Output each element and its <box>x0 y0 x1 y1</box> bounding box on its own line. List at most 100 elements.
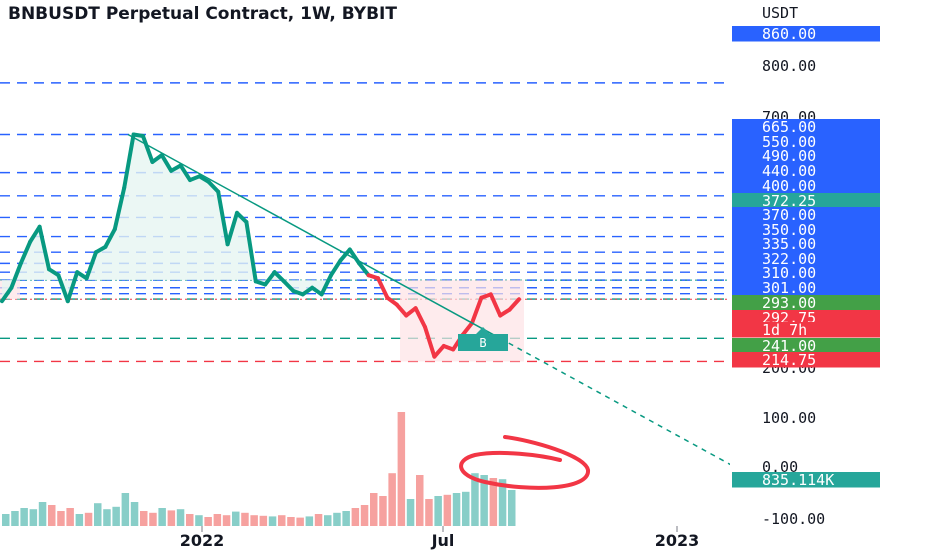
volume-bar <box>268 516 277 526</box>
price-tag <box>732 310 880 326</box>
price-tag-label: 370.00 <box>762 206 816 224</box>
price-tag <box>732 148 880 164</box>
x-tick-label: 2023 <box>655 531 700 550</box>
volume-bar <box>112 506 120 526</box>
volume-bar <box>241 512 249 526</box>
price-line-segment <box>488 292 503 318</box>
price-line-segment <box>338 247 352 263</box>
price-line-segment <box>394 302 409 318</box>
volume-bar <box>462 491 470 526</box>
volume-bar <box>29 509 38 526</box>
volume-bar <box>443 494 452 526</box>
price-tag-label: 350.00 <box>762 221 816 239</box>
volume-bar <box>480 475 488 526</box>
price-tag-label: 400.00 <box>762 177 816 195</box>
price-line-segment <box>141 134 155 164</box>
x-tick-label: Jul <box>431 531 455 550</box>
price-line-segment <box>9 261 23 290</box>
buy-marker-label: B <box>479 336 486 350</box>
price-tag <box>732 265 880 281</box>
price-tag-label: 490.00 <box>762 147 816 165</box>
price-line-segment <box>460 321 474 338</box>
price-tag <box>732 163 880 179</box>
volume-bar <box>222 515 231 526</box>
price-tag <box>732 295 880 311</box>
price-line-segment <box>244 220 258 284</box>
volume-bar <box>324 515 332 526</box>
volume-bar <box>167 510 176 526</box>
volume-bar <box>140 511 148 526</box>
volume-bar <box>232 511 240 526</box>
price-tag-label: 335.00 <box>762 235 816 253</box>
volume-bar <box>305 516 314 526</box>
price-line-segment <box>37 224 51 272</box>
price-tag-label: 1d 7h <box>762 321 807 339</box>
volume-bar <box>342 511 350 526</box>
trend-line-extension <box>499 337 733 467</box>
volume-bar <box>20 508 28 526</box>
price-tag <box>732 472 880 488</box>
volume-bar <box>351 508 360 526</box>
price-tag <box>732 26 880 42</box>
chart-title: BNBUSDT Perpetual Contract, 1W, BYBIT <box>8 4 397 24</box>
axis-tick-label: 0.00 <box>762 458 798 476</box>
area-fill <box>2 134 331 302</box>
volume-bar <box>186 514 194 526</box>
volume-bar <box>75 514 84 526</box>
volume-bar <box>66 508 74 526</box>
volume-bar <box>333 512 341 526</box>
price-tag <box>732 338 880 354</box>
price-tag-label: 293.00 <box>762 294 816 312</box>
buy-marker <box>458 327 508 351</box>
volume-bar <box>38 502 47 526</box>
volume-bar <box>434 496 442 526</box>
price-line-segment <box>18 239 33 266</box>
volume-bar <box>213 514 222 526</box>
price-tag <box>732 322 880 338</box>
volume-bar <box>204 517 212 526</box>
price-line-segment <box>357 261 371 278</box>
price-line-segment <box>84 250 98 281</box>
price-line-segment <box>376 276 390 300</box>
price-line-segment <box>470 295 484 326</box>
price-line-segment <box>103 227 117 249</box>
axis-tick-label: -100.00 <box>762 510 825 528</box>
price-line-segment <box>178 163 192 183</box>
volume-bar <box>397 412 406 526</box>
price-line-segment <box>329 258 343 278</box>
volume-bar <box>2 514 10 526</box>
price-line-segment <box>263 270 277 287</box>
volume-bar <box>158 508 166 526</box>
volume-bar <box>452 493 461 526</box>
volume-bar <box>103 509 111 526</box>
axis-tick-label: 100.00 <box>762 409 816 427</box>
price-line-segment <box>225 210 239 247</box>
volume-bar <box>48 505 56 526</box>
annotation-circle <box>459 435 590 490</box>
price-tag-label: 372.25 <box>762 192 816 210</box>
price-line-segment <box>65 270 80 304</box>
price-tag-label: 835.114K <box>762 471 834 489</box>
volume-bar <box>278 515 286 526</box>
volume-bar <box>250 515 258 526</box>
price-line-segment <box>56 273 70 304</box>
volume-bar <box>121 493 130 526</box>
volume-bar <box>489 478 498 526</box>
price-line-segment <box>432 343 446 359</box>
price-tag <box>732 207 880 223</box>
price-line-segment <box>122 132 136 190</box>
volume-bar <box>57 511 65 526</box>
price-line-segment <box>272 270 286 284</box>
price-tag-label: 860.00 <box>762 25 816 43</box>
volume-bar <box>425 499 433 526</box>
price-tag-label: 241.00 <box>762 337 816 355</box>
volume-bar <box>360 505 369 526</box>
x-tick-label: 2022 <box>180 531 225 550</box>
volume-bar <box>370 493 378 526</box>
price-tag <box>732 193 880 209</box>
price-line-segment <box>319 273 333 297</box>
volume-bar <box>195 515 203 526</box>
price-tag <box>732 352 880 368</box>
volume-bar <box>287 517 295 526</box>
